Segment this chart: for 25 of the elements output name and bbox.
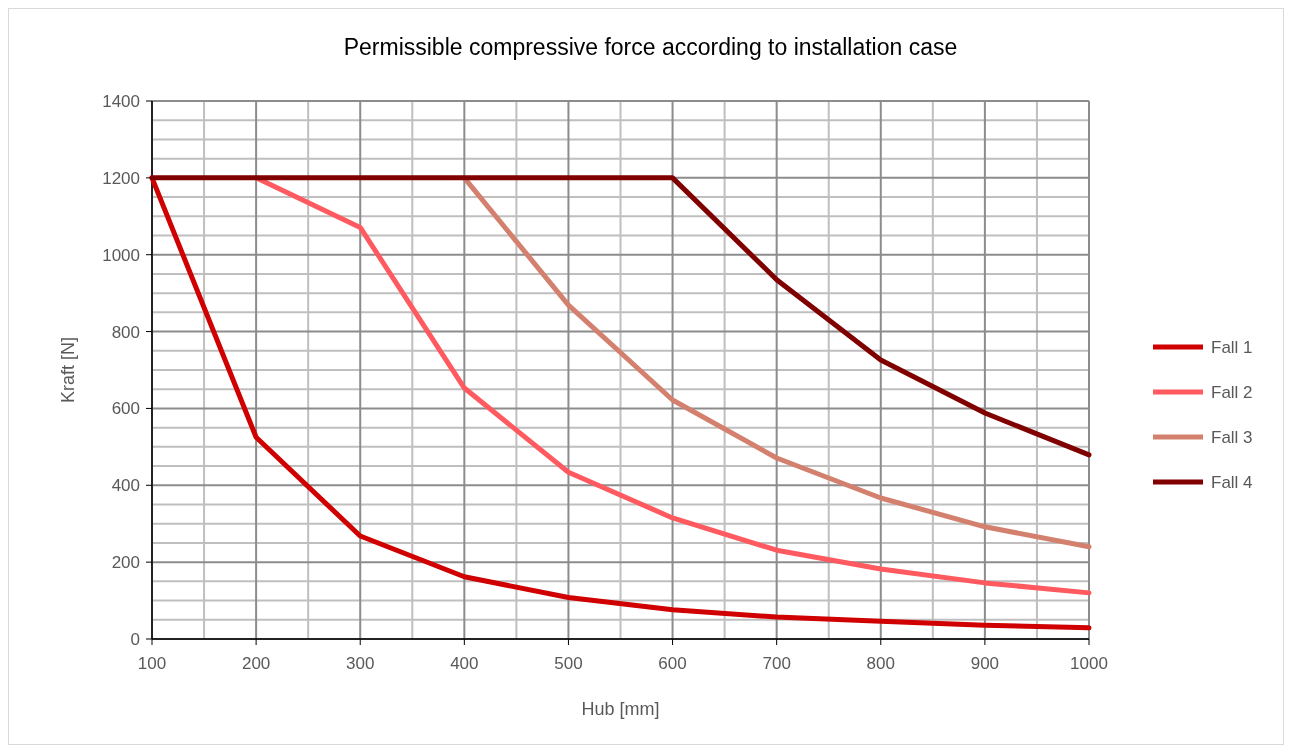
y-tick-label: 1400 [102,91,140,111]
y-tick-label: 600 [111,399,140,419]
x-tick-label: 500 [554,654,583,673]
chart-title: Permissible compressive force according to installation case [343,34,958,60]
x-tick-label: 600 [658,654,687,673]
x-tick-label: 100 [137,654,167,673]
y-axis-title: Kraft [N] [58,336,78,404]
x-tick-label: 700 [762,654,791,673]
y-tick-label: 200 [111,553,140,573]
x-tick-label: 800 [866,654,895,673]
legend-label: Fall 4 [1211,472,1253,492]
legend-label: Fall 3 [1211,427,1253,447]
y-tick-label: 1200 [102,168,140,188]
legend-label: Fall 2 [1211,382,1253,402]
y-tick-label: 0 [130,629,140,649]
x-axis-title: Hub [mm] [581,699,660,719]
y-tick-label: 800 [111,322,140,342]
y-tick-label: 400 [111,476,140,496]
x-tick-label: 200 [241,654,271,673]
x-tick-label: 300 [346,654,375,673]
x-tick-label: 1000 [1070,654,1108,673]
y-tick-label: 1000 [102,245,140,265]
x-tick-label: 400 [450,654,479,673]
legend-label: Fall 1 [1211,337,1253,357]
x-tick-label: 900 [970,654,1000,673]
